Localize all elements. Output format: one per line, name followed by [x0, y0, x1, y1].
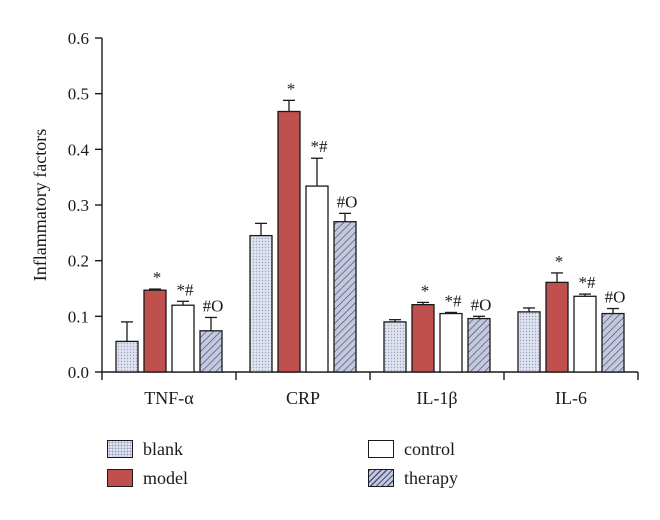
significance-mark: #O [203, 296, 224, 315]
significance-mark: * [555, 252, 564, 271]
x-axis: TNF-α CRP IL-1β IL-6 [101, 371, 639, 408]
bar-model [143, 289, 167, 373]
bar-blank [115, 340, 139, 373]
significance-mark: *# [177, 280, 195, 299]
significance-mark: #O [337, 192, 358, 211]
y-tick-label: 0.0 [68, 363, 89, 382]
bar-control [573, 295, 597, 373]
bar-control [305, 185, 329, 373]
significance-mark: *# [311, 137, 329, 156]
y-tick-label: 0.6 [68, 29, 89, 48]
y-tick-label: 0.3 [68, 196, 89, 215]
bar-therapy [199, 330, 223, 373]
y-tick-label: 0.2 [68, 252, 89, 271]
significance-mark: * [287, 79, 296, 98]
significance-mark: * [421, 281, 430, 300]
bar-therapy [467, 317, 491, 373]
bar-model [545, 281, 569, 373]
bar-blank [383, 321, 407, 373]
bar-model [277, 110, 301, 373]
y-axis-title: Inflammatory factors [30, 129, 50, 281]
bar-control [171, 304, 195, 373]
significance-mark: *# [445, 291, 463, 310]
x-category-label: TNF-α [144, 388, 194, 408]
bar-therapy [333, 221, 357, 373]
bars-group: * *# #O * *# #O * *# #O * *# #O [115, 79, 626, 373]
x-category-label: IL-6 [555, 388, 587, 408]
y-tick-label: 0.1 [68, 307, 89, 326]
bar-blank [249, 234, 273, 373]
bar-blank [517, 311, 541, 373]
bar-control [439, 312, 463, 373]
bar-model [411, 303, 435, 373]
x-category-label: CRP [286, 388, 320, 408]
bar-therapy [601, 312, 625, 373]
y-axis: 0.0 0.1 0.2 0.3 0.4 0.5 0.6 [68, 29, 103, 382]
significance-mark: #O [605, 288, 626, 307]
y-tick-label: 0.4 [68, 140, 90, 159]
significance-mark: *# [579, 273, 597, 292]
significance-mark: * [153, 268, 162, 287]
significance-mark: #O [471, 295, 492, 314]
x-category-label: IL-1β [416, 388, 457, 408]
y-tick-label: 0.5 [68, 85, 89, 104]
